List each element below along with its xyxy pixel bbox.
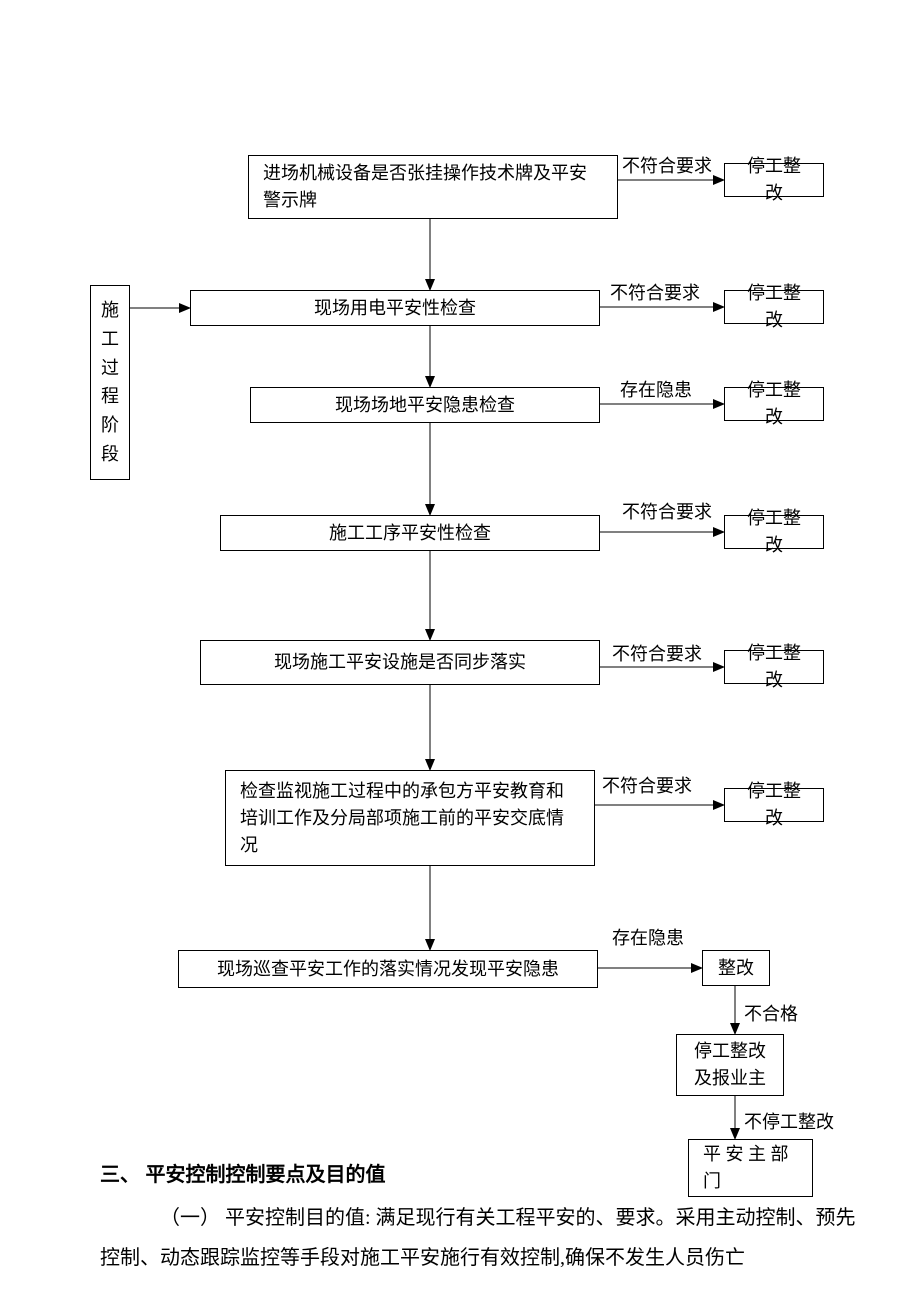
phase-char: 阶 (97, 411, 123, 440)
flow-node-n7: 现场巡查平安工作的落实情况发现平安隐患 (178, 950, 598, 988)
flow-node-r9: 平 安 主 部门 (688, 1139, 813, 1197)
flow-node-r7: 整改 (702, 950, 770, 986)
flow-node-n4: 施工工序平安性检查 (220, 515, 600, 551)
flow-node-n1: 进场机械设备是否张挂操作技术牌及平安警示牌 (248, 155, 618, 219)
node-text: 停工整改及报业主 (691, 1038, 769, 1092)
flow-node-n5: 现场施工平安设施是否同步落实 (200, 640, 600, 685)
flow-node-n2: 现场用电平安性检查 (190, 290, 600, 326)
node-text: 平 安 主 部门 (703, 1141, 798, 1195)
phase-char: 施 (97, 296, 123, 325)
edge-label-e_n6_r6: 不符合要求 (602, 772, 692, 798)
node-text: 停工整改 (739, 280, 809, 334)
node-text: 停工整改 (739, 153, 809, 207)
flow-node-r3: 停工整改 (724, 387, 824, 421)
phase-char: 工 (97, 325, 123, 354)
node-text: 现场用电平安性检查 (314, 295, 476, 322)
edge-label-e_n1_r1: 不符合要求 (622, 152, 712, 178)
flow-node-n6: 检查监视施工过程中的承包方平安教育和培训工作及分局部项施工前的平安交底情况 (225, 770, 595, 866)
flow-node-r8: 停工整改及报业主 (676, 1034, 784, 1096)
phase-box: 施工过程阶段 (90, 285, 130, 480)
diagram-canvas: 施工过程阶段 进场机械设备是否张挂操作技术牌及平安警示牌停工整改现场用电平安性检… (0, 0, 920, 1302)
para-text: （一） 平安控制目的值: 满足现行有关工程平安的、要求。采用主动控制、预先控制、… (100, 1207, 856, 1269)
flow-node-n3: 现场场地平安隐患检查 (250, 387, 600, 423)
body-paragraph: （一） 平安控制目的值: 满足现行有关工程平安的、要求。采用主动控制、预先控制、… (100, 1198, 870, 1278)
edge-label-e_n5_r5: 不符合要求 (612, 640, 702, 666)
edge-label-e_n2_r2: 不符合要求 (610, 279, 700, 305)
node-text: 进场机械设备是否张挂操作技术牌及平安警示牌 (263, 160, 603, 214)
edge-label-e_n3_r3: 存在隐患 (620, 376, 692, 402)
node-text: 停工整改 (739, 377, 809, 431)
flow-node-r4: 停工整改 (724, 515, 824, 549)
node-text: 现场施工平安设施是否同步落实 (274, 649, 526, 676)
flow-node-r6: 停工整改 (724, 788, 824, 822)
flow-node-r2: 停工整改 (724, 290, 824, 324)
node-text: 现场巡查平安工作的落实情况发现平安隐患 (217, 956, 559, 983)
section-heading: 三、 平安控制控制要点及目的值 (100, 1158, 386, 1187)
node-text: 停工整改 (739, 505, 809, 559)
phase-char: 程 (97, 382, 123, 411)
phase-char: 段 (97, 440, 123, 469)
node-text: 施工工序平安性检查 (329, 520, 491, 547)
flow-node-r5: 停工整改 (724, 650, 824, 684)
node-text: 停工整改 (739, 778, 809, 832)
node-text: 停工整改 (739, 640, 809, 694)
flow-node-r1: 停工整改 (724, 163, 824, 197)
node-text: 整改 (718, 955, 754, 982)
node-text: 现场场地平安隐患检查 (335, 392, 515, 419)
phase-char: 过 (97, 354, 123, 383)
edge-label-e_r7_r8: 不合格 (744, 1000, 798, 1026)
edge-label-e_n4_r4: 不符合要求 (622, 498, 712, 524)
edge-label-e_r8_r9: 不停工整改 (744, 1108, 834, 1134)
node-text: 检查监视施工过程中的承包方平安教育和培训工作及分局部项施工前的平安交底情况 (240, 778, 580, 859)
edge-label-e_n7_r7: 存在隐患 (612, 924, 684, 950)
